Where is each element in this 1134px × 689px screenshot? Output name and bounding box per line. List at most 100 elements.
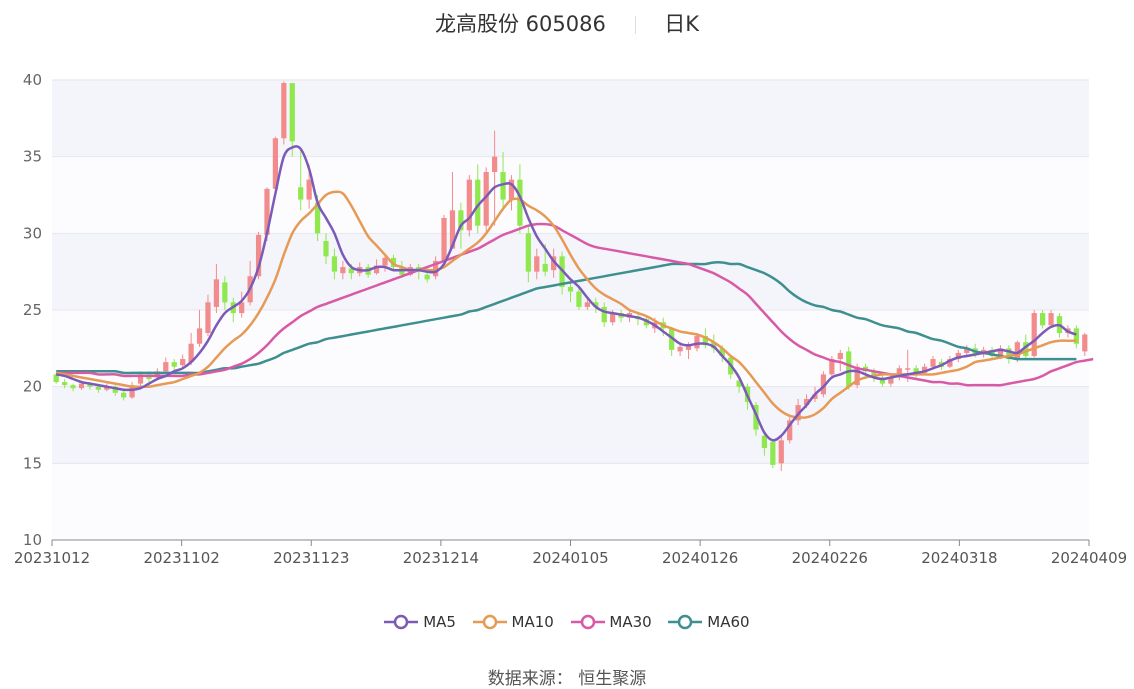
candle-body <box>458 210 464 231</box>
candle-body <box>829 359 835 375</box>
x-tick-label: 20231123 <box>273 549 349 567</box>
candle-body <box>87 383 93 387</box>
x-tick-label: 20240126 <box>662 549 738 567</box>
legend-ma10-dot <box>482 614 497 630</box>
candle-body <box>466 179 472 231</box>
candle-body <box>281 83 287 139</box>
candle-body <box>955 352 961 360</box>
candle-body <box>272 138 279 189</box>
candle-body <box>736 380 742 387</box>
candle-body <box>213 279 220 307</box>
y-tick-label: 30 <box>23 224 42 242</box>
candle-body <box>53 374 59 383</box>
candle-body <box>610 313 616 323</box>
candle-body <box>921 366 928 373</box>
candle-body <box>719 348 725 356</box>
candle-body <box>196 328 203 344</box>
candle-body <box>154 371 160 378</box>
candle-body <box>163 362 169 372</box>
candle-body <box>871 371 877 378</box>
candle-body <box>62 382 68 386</box>
candle-body <box>694 336 700 349</box>
candle-body <box>492 156 498 172</box>
legend-item-ma60[interactable]: MA60 <box>668 612 750 631</box>
legend-ma5-dot <box>394 614 409 630</box>
candle-body <box>896 368 902 378</box>
candle-body <box>121 392 127 398</box>
candle-body <box>104 386 110 390</box>
series-line-ma30 <box>56 222 1094 387</box>
y-tick-label: 20 <box>23 378 42 396</box>
candle-body <box>820 374 827 395</box>
candle-body <box>441 218 447 261</box>
candle-body <box>449 210 456 249</box>
candle-body <box>205 302 211 333</box>
candle-body <box>1040 313 1046 326</box>
candle-body <box>576 291 582 307</box>
legend-ma30-label: MA30 <box>609 612 652 631</box>
candle-body <box>593 302 599 307</box>
candle-body <box>264 188 270 235</box>
plot-band <box>52 386 1089 464</box>
legend-ma10-label: MA10 <box>511 612 554 631</box>
candle-body <box>306 179 312 200</box>
x-tick-label: 20240318 <box>921 549 997 567</box>
series-line-ma5 <box>55 145 1077 442</box>
candle-body <box>711 342 717 349</box>
candle-body <box>837 352 843 360</box>
chart-title: 龙高股份 605086 日K <box>0 8 1134 38</box>
stock-name-code: 龙高股份 605086 <box>435 12 606 36</box>
candle-body <box>854 366 860 386</box>
candle-body <box>930 359 936 367</box>
x-tick-label: 20231214 <box>403 549 479 567</box>
legend-item-ma10[interactable]: MA10 <box>472 612 554 631</box>
legend-ma60-icon <box>668 614 703 630</box>
candle-body <box>331 256 338 272</box>
candle-body <box>812 394 818 399</box>
candle-body <box>643 319 649 326</box>
candle-body <box>1023 342 1029 356</box>
candle-body <box>1048 313 1054 326</box>
chart-legend: MA5 MA10 MA30 MA60 <box>0 612 1134 631</box>
candle-body <box>551 256 557 271</box>
candle-body <box>180 359 186 366</box>
legend-item-ma5[interactable]: MA5 <box>384 613 456 631</box>
candle-body <box>129 385 135 398</box>
y-tick-label: 35 <box>23 148 42 166</box>
candle-body <box>1006 348 1012 360</box>
plot-band <box>52 463 1089 540</box>
candle-body <box>239 302 245 314</box>
candle-body <box>905 368 911 370</box>
candle-body <box>1073 328 1079 344</box>
candle-body <box>475 179 481 226</box>
candle-body <box>188 343 194 363</box>
candle-body <box>382 257 388 266</box>
legend-ma60-dot <box>678 614 693 630</box>
x-tick-label: 20231012 <box>14 549 90 567</box>
candle-body <box>348 268 354 274</box>
candle-body <box>913 368 919 373</box>
y-tick-label: 40 <box>23 71 42 89</box>
legend-ma30-icon <box>570 614 605 630</box>
candle-body <box>601 306 607 323</box>
candle-body <box>888 377 894 384</box>
y-tick-label: 25 <box>23 301 42 319</box>
legend-item-ma30[interactable]: MA30 <box>570 612 652 631</box>
candle-body <box>1031 313 1037 356</box>
x-tick-label: 20231102 <box>143 549 219 567</box>
candle-body <box>323 241 329 257</box>
candle-body <box>500 172 506 200</box>
candle-body <box>137 374 144 384</box>
candle-body <box>770 441 776 465</box>
candle-body <box>483 172 489 226</box>
candle-body <box>787 420 793 441</box>
candle-body <box>542 264 548 272</box>
title-separator <box>634 16 636 34</box>
candle-body <box>761 435 768 448</box>
period-label: 日K <box>664 12 699 36</box>
legend-ma10-icon <box>472 614 507 630</box>
candle-body <box>424 274 430 280</box>
legend-ma60-label: MA60 <box>707 612 750 631</box>
candle-body <box>947 359 953 367</box>
candle-body <box>70 385 76 389</box>
